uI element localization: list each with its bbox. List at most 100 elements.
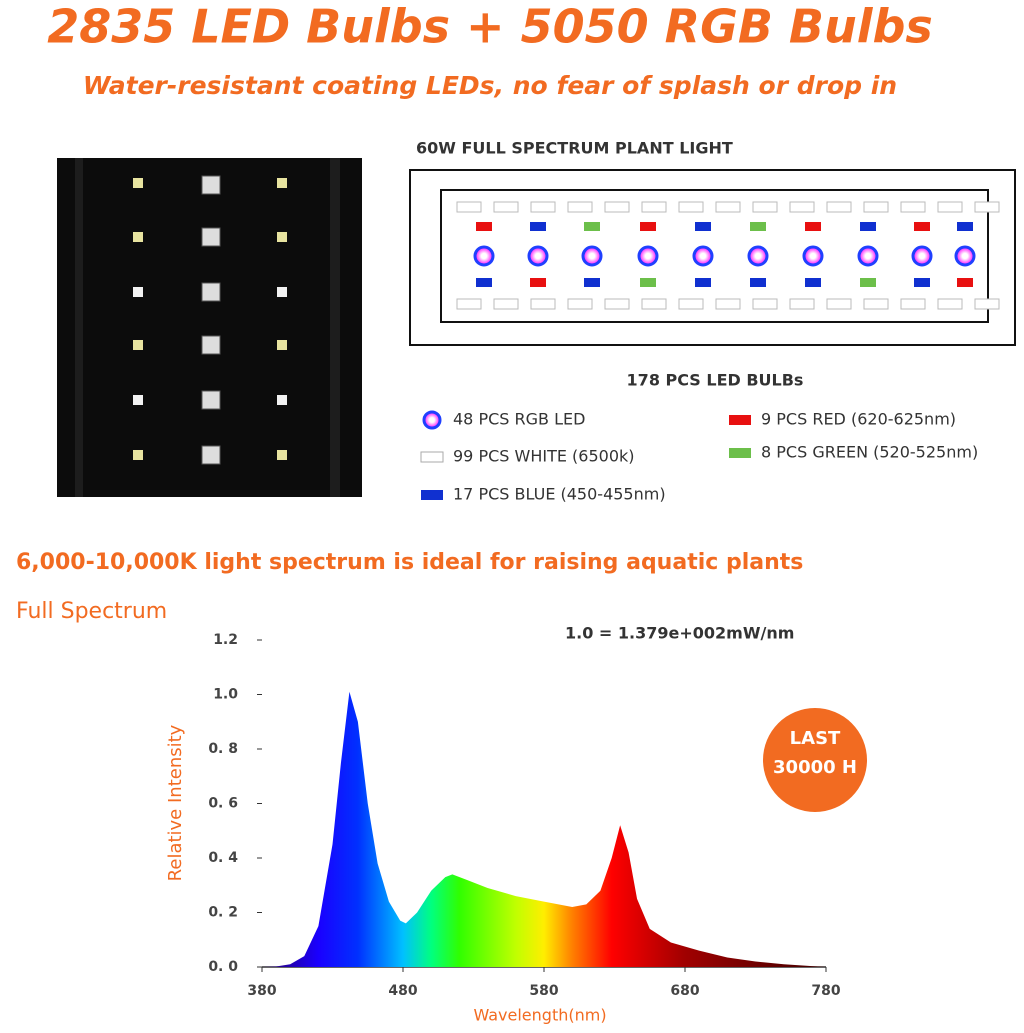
white-led xyxy=(604,298,630,310)
tagline: 6,000-10,000K light spectrum is ideal fo… xyxy=(16,550,803,575)
rgb-dot xyxy=(201,390,221,410)
color-led xyxy=(695,222,711,231)
white-led xyxy=(752,298,778,310)
led-dot xyxy=(133,178,143,188)
white-led xyxy=(863,201,889,213)
led-layout xyxy=(456,201,1000,310)
white-led xyxy=(937,201,963,213)
rgb-led xyxy=(527,245,549,267)
white-led xyxy=(456,201,482,213)
white-led xyxy=(974,201,1000,213)
color-led xyxy=(530,222,546,231)
rgb-led xyxy=(473,245,495,267)
diagram-title: 60W FULL SPECTRUM PLANT LIGHT xyxy=(416,139,733,158)
chart-note: 1.0 = 1.379e+002mW/nm xyxy=(565,624,794,643)
badge-line: LAST xyxy=(790,728,841,749)
legend-label: 99 PCS WHITE (6500k) xyxy=(453,447,635,466)
color-led xyxy=(750,222,766,231)
y-tick-label: 0. 2 xyxy=(208,905,238,921)
led-dot xyxy=(277,178,287,188)
rgb-led xyxy=(911,245,933,267)
y-tick-label: 1.2 xyxy=(213,632,238,648)
color-led xyxy=(860,222,876,231)
white-led xyxy=(567,298,593,310)
color-led xyxy=(584,222,600,231)
white-led xyxy=(937,298,963,310)
white-led xyxy=(678,201,704,213)
color-led xyxy=(476,222,492,231)
white-led xyxy=(900,201,926,213)
color-led xyxy=(805,278,821,287)
y-axis-label: Relative Intensity xyxy=(165,724,186,881)
rgb-led xyxy=(692,245,714,267)
y-tick-label: 0. 8 xyxy=(208,741,238,757)
color-led xyxy=(914,278,930,287)
white-led xyxy=(641,298,667,310)
legend-label: 9 PCS RED (620-625nm) xyxy=(761,410,956,429)
rgb-led xyxy=(581,245,603,267)
x-tick-label: 380 xyxy=(247,983,276,999)
legend-label: 8 PCS GREEN (520-525nm) xyxy=(761,443,978,462)
white-led xyxy=(900,298,926,310)
white-led xyxy=(530,298,556,310)
x-tick-label: 580 xyxy=(529,983,558,999)
y-tick-label: 0. 6 xyxy=(208,796,238,812)
legend-label: 48 PCS RGB LED xyxy=(453,410,585,429)
white-led xyxy=(493,298,519,310)
led-photo xyxy=(57,158,362,497)
subtitle: Water-resistant coating LEDs, no fear of… xyxy=(83,71,897,100)
y-tick-label: 0. 0 xyxy=(208,959,238,975)
rgb-led xyxy=(747,245,769,267)
color-led xyxy=(476,278,492,287)
x-tick-label: 780 xyxy=(811,983,840,999)
led-dot xyxy=(277,340,287,350)
white-led xyxy=(715,201,741,213)
white-led xyxy=(826,298,852,310)
color-led xyxy=(640,278,656,287)
white-led xyxy=(863,298,889,310)
white-led xyxy=(715,298,741,310)
rgb-led xyxy=(802,245,824,267)
white-led xyxy=(456,298,482,310)
rgb-dot xyxy=(201,445,221,465)
white-led xyxy=(678,298,704,310)
legend-swatch xyxy=(422,410,442,430)
y-tick-label: 0. 4 xyxy=(208,850,238,866)
x-tick-label: 480 xyxy=(388,983,417,999)
x-tick-label: 680 xyxy=(670,983,699,999)
color-led xyxy=(957,222,973,231)
rgb-led xyxy=(637,245,659,267)
color-led xyxy=(957,278,973,287)
spectrum-area xyxy=(262,691,826,967)
led-dot xyxy=(133,287,143,297)
rgb-dot xyxy=(201,175,221,195)
color-led xyxy=(640,222,656,231)
white-led xyxy=(530,201,556,213)
color-led xyxy=(805,222,821,231)
legend-label: 17 PCS BLUE (450-455nm) xyxy=(453,485,666,504)
rgb-dot xyxy=(201,282,221,302)
white-led xyxy=(493,201,519,213)
led-dot xyxy=(277,450,287,460)
led-dot xyxy=(133,232,143,242)
diagram-frame xyxy=(409,169,1016,346)
white-led xyxy=(789,201,815,213)
diagram-caption: 178 PCS LED BULBs xyxy=(627,371,804,390)
y-tick-label: 1.0 xyxy=(213,687,238,703)
color-led xyxy=(530,278,546,287)
rgb-dot xyxy=(201,335,221,355)
color-led xyxy=(584,278,600,287)
white-led xyxy=(826,201,852,213)
color-led xyxy=(914,222,930,231)
rgb-led xyxy=(954,245,976,267)
led-dot xyxy=(133,450,143,460)
led-dot xyxy=(277,395,287,405)
white-led xyxy=(567,201,593,213)
legend-swatch xyxy=(421,490,443,500)
legend-swatch xyxy=(420,451,444,463)
color-led xyxy=(695,278,711,287)
title: 2835 LED Bulbs + 5050 RGB Bulbs xyxy=(47,0,933,54)
white-led xyxy=(974,298,1000,310)
white-led xyxy=(641,201,667,213)
